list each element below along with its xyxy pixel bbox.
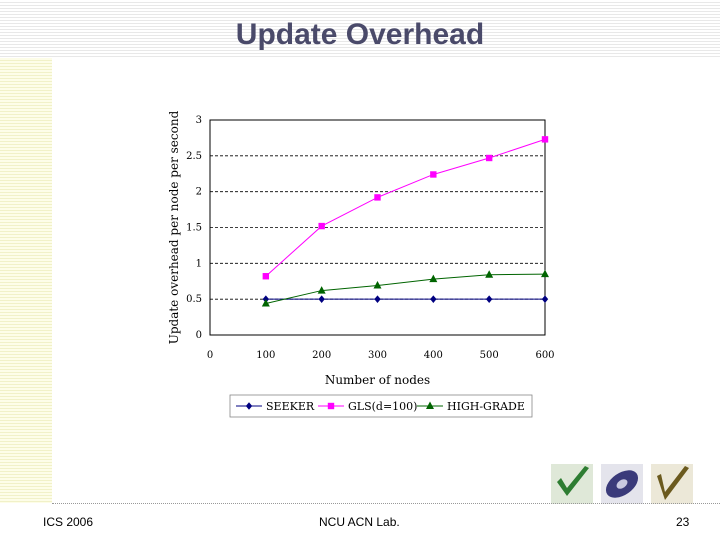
x-tick-label: 100 xyxy=(256,350,275,361)
tick-labels: 0 0.5 1 1.5 2 2.5 3 0 100 200 300 400 500 600 xyxy=(186,115,554,361)
series-high-grade xyxy=(261,269,549,307)
data-point-high-grade xyxy=(317,286,326,294)
legend-label-gls-d-100: GLS(d=100) xyxy=(348,400,417,413)
footer-left: ICS 2006 xyxy=(43,515,94,529)
legend-marker-gls-d-100 xyxy=(327,402,335,410)
x-tick-label: 0 xyxy=(207,350,213,361)
series-group xyxy=(261,136,549,307)
decorative-icons xyxy=(551,464,693,504)
checkmark-icon xyxy=(551,464,593,504)
footer-center: NCU ACN Lab. xyxy=(319,515,400,529)
series-seeker xyxy=(262,295,549,303)
legend-label-seeker: SEEKER xyxy=(266,400,315,413)
y-tick-label: 3 xyxy=(196,115,202,126)
data-point-gls-d-100 xyxy=(541,136,549,143)
disc-icon xyxy=(601,464,643,504)
plot-area-frame xyxy=(209,119,546,336)
data-point-seeker xyxy=(485,295,493,303)
data-point-gls-d-100 xyxy=(430,171,437,178)
data-point-seeker xyxy=(430,295,437,303)
y-tick-label: 2 xyxy=(196,187,202,198)
data-point-gls-d-100 xyxy=(318,222,325,230)
legend-label-high-grade: HIGH-GRADE xyxy=(447,400,525,413)
data-point-gls-d-100 xyxy=(485,154,493,162)
pen-check-icon xyxy=(651,464,693,504)
series-line-gls-d-100 xyxy=(265,138,546,277)
x-tick-label: 200 xyxy=(312,350,331,361)
x-tick-label: 500 xyxy=(480,350,499,361)
x-tick-label: 600 xyxy=(535,350,554,361)
side-band xyxy=(0,58,52,503)
legend-marker-high-grade xyxy=(426,401,434,409)
legend-box xyxy=(229,394,533,418)
series-gls-d-100 xyxy=(262,136,549,280)
data-point-seeker xyxy=(541,295,549,303)
data-point-high-grade xyxy=(261,298,270,307)
footer-divider xyxy=(52,503,720,504)
data-point-high-grade xyxy=(541,269,549,278)
y-tick-label: 0 xyxy=(196,330,202,341)
slide-title: Update Overhead xyxy=(235,18,485,51)
y-tick-label: 1 xyxy=(196,258,202,269)
header-band xyxy=(0,0,720,58)
data-point-gls-d-100 xyxy=(262,273,270,280)
grid-lines xyxy=(210,119,545,300)
update-overhead-chart: 0 0.5 1 1.5 2 2.5 3 0 100 200 300 400 500 600 Update … xyxy=(167,110,555,418)
data-point-high-grade xyxy=(485,270,494,278)
data-point-high-grade xyxy=(373,281,382,289)
data-point-gls-d-100 xyxy=(374,194,381,201)
x-tick-label: 400 xyxy=(424,350,443,361)
y-tick-label: 0.5 xyxy=(186,294,202,305)
x-tick-label: 300 xyxy=(368,350,387,361)
page-number: 23 xyxy=(676,515,690,529)
data-point-seeker xyxy=(318,295,325,303)
y-tick-label: 2.5 xyxy=(186,151,202,162)
data-point-seeker xyxy=(374,295,381,303)
y-tick-label: 1.5 xyxy=(186,223,202,234)
data-point-high-grade xyxy=(429,274,438,283)
x-axis-label: Number of nodes xyxy=(325,373,430,387)
y-axis-label: Update overhead per node per second xyxy=(167,110,181,344)
chart-legend: SEEKER GLS(d=100) HIGH-GRADE xyxy=(229,394,533,418)
series-line-high-grade xyxy=(265,273,546,304)
